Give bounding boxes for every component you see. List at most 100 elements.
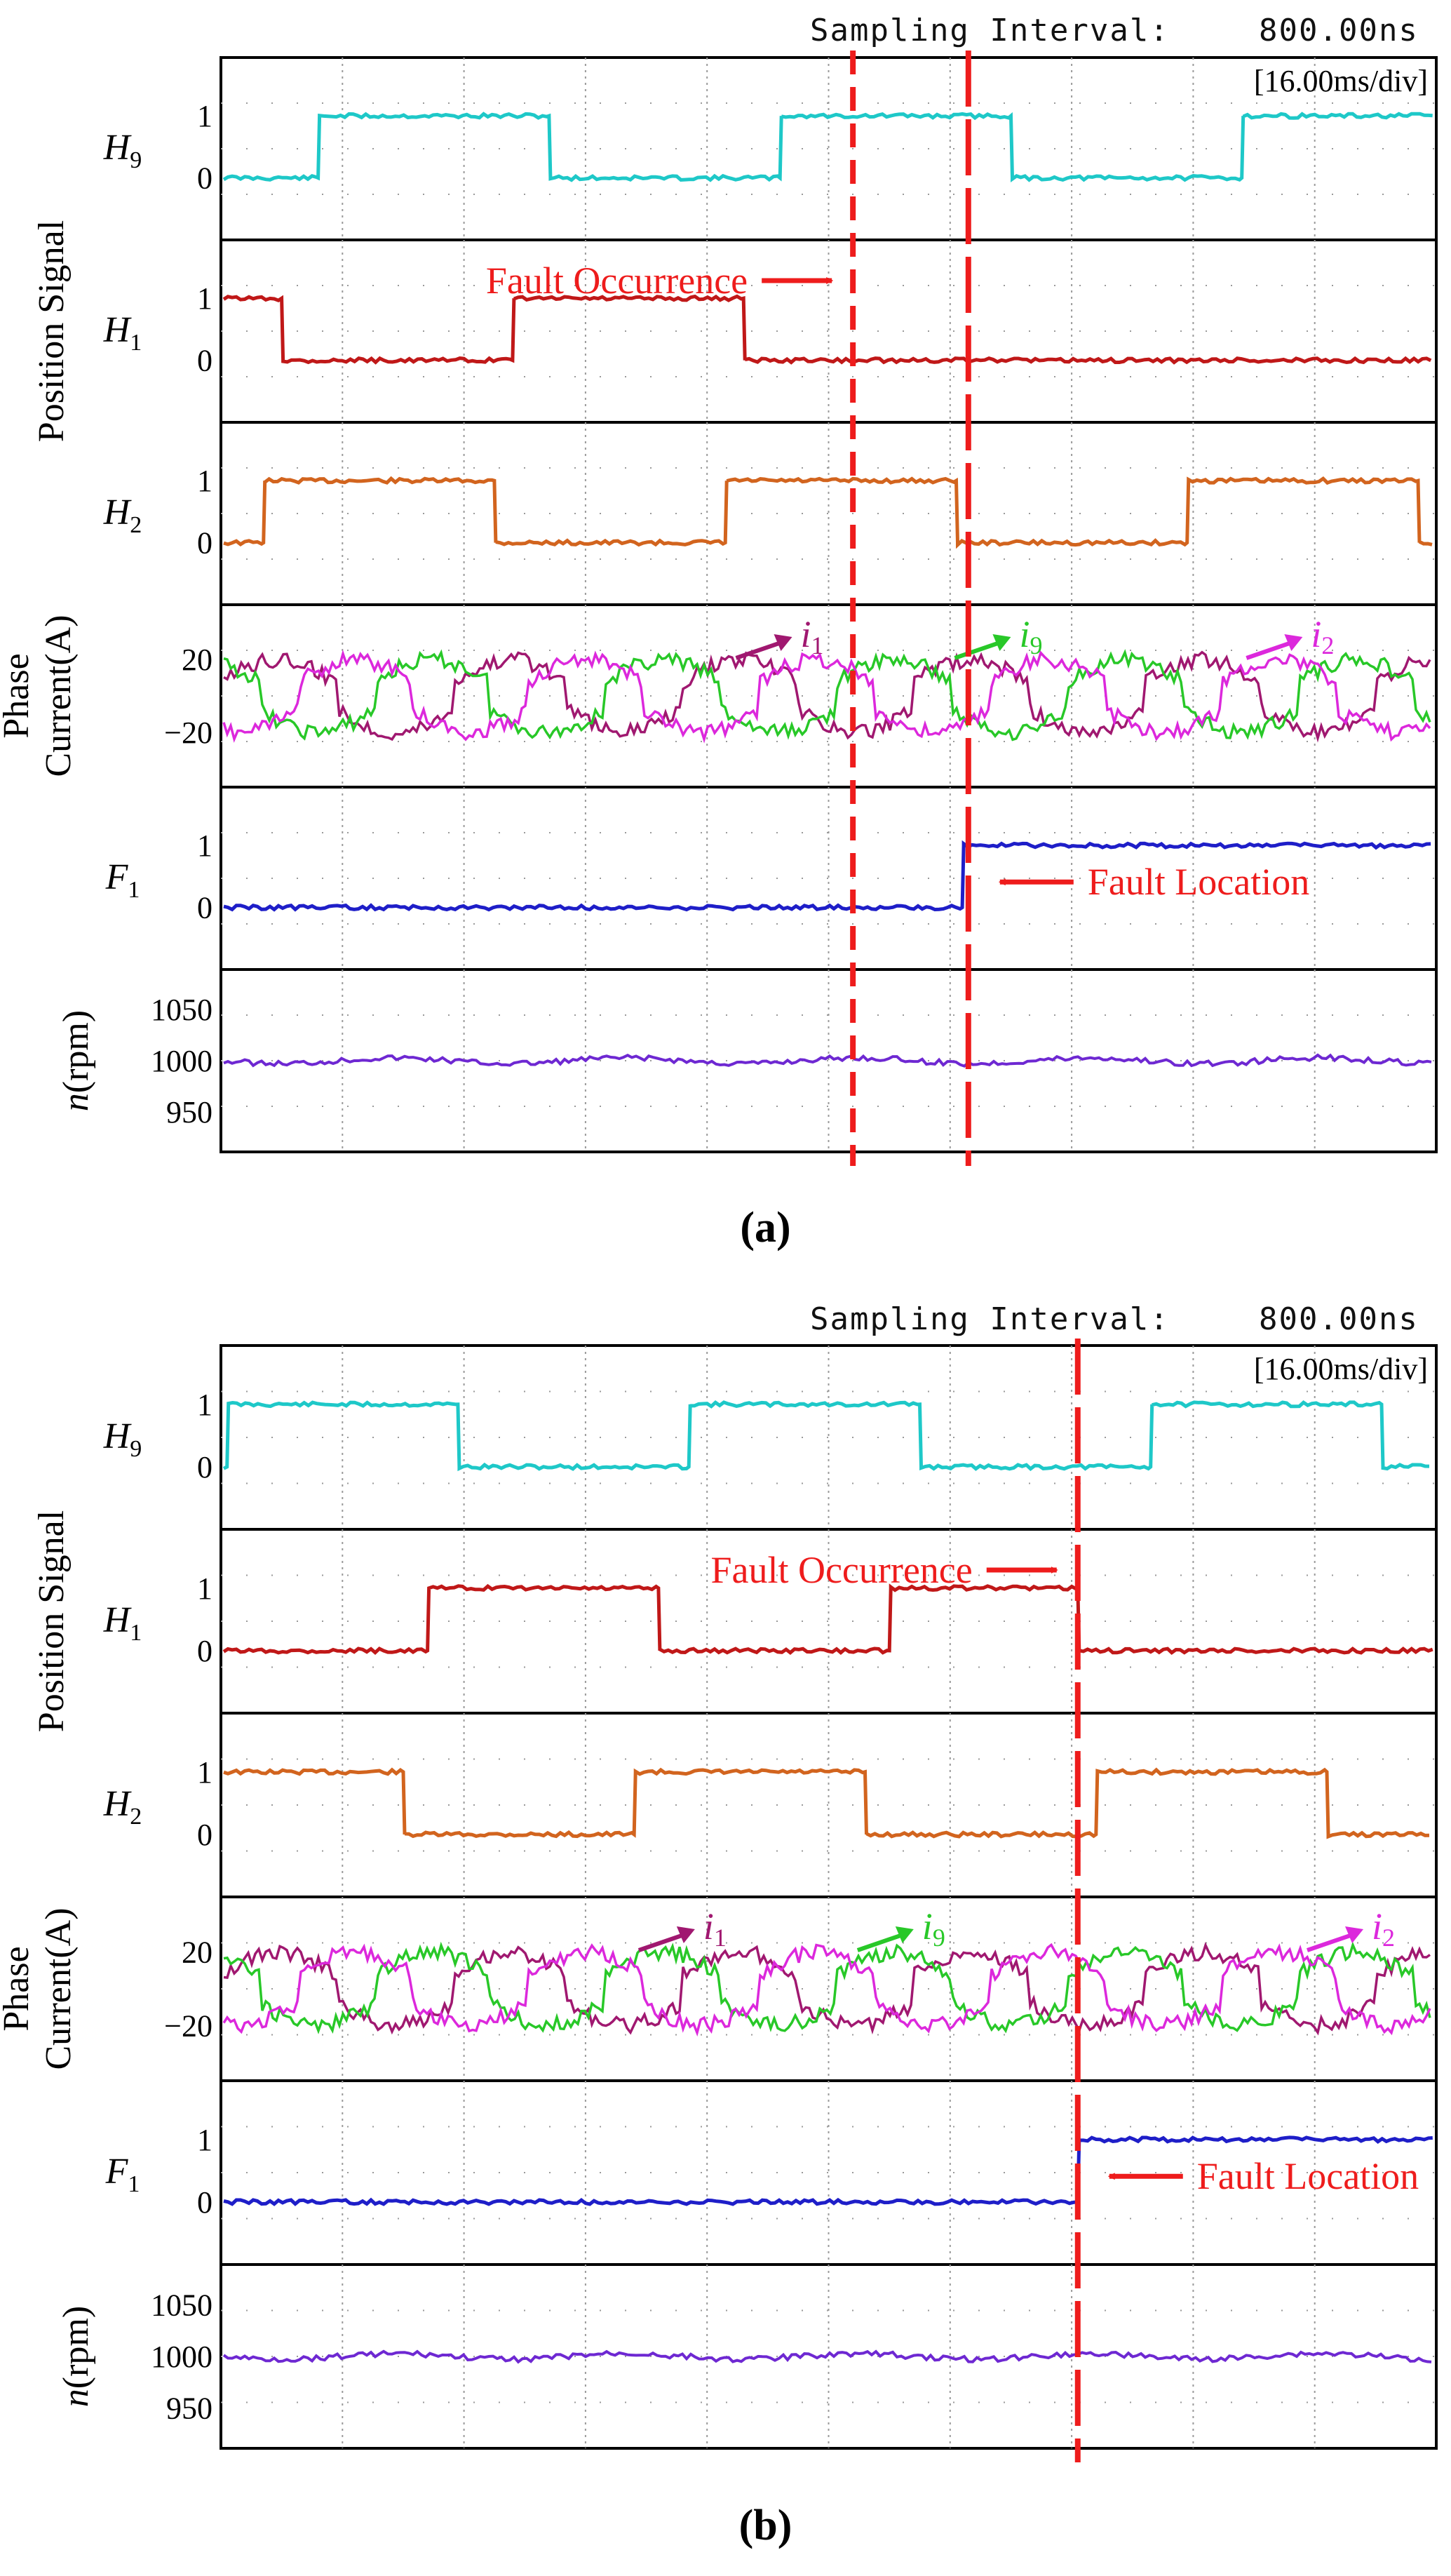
- fault-location-label: Fault Location: [1088, 861, 1309, 903]
- channel-label-n: n(rpm): [56, 1010, 96, 1111]
- y-tick-label: 1000: [151, 2340, 212, 2374]
- current-arrowhead-i1: [676, 1926, 695, 1943]
- current-label-i1: i1: [801, 613, 824, 659]
- current-label-line: Current(A): [39, 615, 79, 777]
- y-tick-label: 1: [197, 1388, 212, 1422]
- current-trace-i2: [222, 1943, 1431, 2037]
- current-arrow-i2: [1307, 1931, 1357, 1952]
- panel-H9: 1 0 H9: [103, 56, 1438, 241]
- y-tick-label: 950: [166, 2391, 212, 2425]
- y-tick-label: 0: [197, 1818, 212, 1852]
- fault-occurrence-label: Fault Occurrence: [710, 1549, 972, 1591]
- signal-trace-F1: [223, 2135, 1433, 2206]
- current-label-sub: 2: [1382, 1924, 1395, 1952]
- signal-trace-H1: [222, 1583, 1433, 1656]
- sampling-interval-label: Sampling Interval:: [810, 1301, 1170, 1337]
- channel-label-main: H: [103, 1416, 132, 1456]
- channel-label-H2: H2: [103, 492, 142, 538]
- channel-label-sub: 1: [130, 330, 142, 356]
- panel-n: 1050 1000 950 n(rpm): [56, 2263, 1438, 2450]
- panel-H2: 1 0 H2: [103, 1712, 1438, 1898]
- y-tick-label: 0: [197, 1450, 212, 1484]
- current-label-line: Phase: [0, 1946, 36, 2031]
- channel-label-F1: F1: [105, 2152, 140, 2197]
- current-label-sub: 1: [714, 1924, 727, 1952]
- channel-label-H1: H1: [103, 1600, 142, 1646]
- y-tick-label: 1: [197, 281, 212, 316]
- current-label-sub: 2: [1321, 631, 1334, 659]
- current-label-i9: i9: [922, 1905, 945, 1952]
- y-tick-label: 0: [197, 2185, 212, 2220]
- y-tick-label: −20: [164, 716, 212, 750]
- current-trace-i1: [223, 650, 1431, 743]
- figure-a: Sampling Interval: 800.00ns10H910H110H220…: [0, 13, 1438, 1252]
- current-arrowhead-i9: [992, 634, 1011, 651]
- panel-frame: [220, 1896, 1438, 2082]
- timebase-label: [16.00ms/div]: [1254, 1352, 1428, 1386]
- current-arrow-i2: [1246, 639, 1297, 660]
- current-trace-i1: [223, 1942, 1431, 2036]
- current-label-main: i: [922, 1905, 933, 1947]
- current-label-main: i: [1311, 613, 1321, 655]
- current-label-main: i: [1019, 613, 1030, 655]
- current-arrow-i1: [637, 1931, 689, 1952]
- y-tick-label: 20: [182, 643, 212, 677]
- channel-label-main: H: [103, 1784, 132, 1824]
- current-trace-i9: [223, 1941, 1431, 2034]
- current-label-sub: 1: [811, 631, 824, 659]
- sampling-interval-value: 800.00ns: [1259, 13, 1419, 48]
- y-tick-label: 1050: [151, 2288, 212, 2323]
- y-tick-label: 1: [197, 99, 212, 133]
- sampling-interval-label: Sampling Interval:: [810, 13, 1170, 48]
- channel-label-sub: 1: [128, 2171, 140, 2197]
- y-tick-label: 1: [197, 464, 212, 498]
- signal-trace-H9: [222, 112, 1433, 182]
- y-tick-label: −20: [164, 2008, 212, 2043]
- current-label-i9: i9: [1019, 613, 1042, 659]
- channel-label-H2: H2: [103, 1784, 142, 1830]
- channel-label-H9: H9: [103, 128, 142, 173]
- current-label-i2: i2: [1372, 1905, 1395, 1952]
- channel-label-main: F: [105, 857, 129, 897]
- panel-current: 20 −20: [164, 1896, 1438, 2082]
- channel-label-unit: (rpm): [56, 2306, 96, 2389]
- current-trace-i2: [222, 650, 1431, 744]
- panel-n: 1050 1000 950 n(rpm): [56, 968, 1438, 1153]
- channel-label-sub: 2: [130, 1804, 142, 1830]
- channel-label-main: n: [56, 2389, 96, 2407]
- y-tick-label: 1: [197, 1755, 212, 1790]
- position-signal-label: Position Signal: [32, 220, 72, 442]
- signal-trace-H2: [223, 1767, 1430, 1839]
- figure-caption: (a): [740, 1204, 790, 1252]
- channel-label-main: F: [105, 2152, 129, 2192]
- channel-label-main: H: [103, 1600, 132, 1640]
- y-tick-label: 950: [166, 1095, 212, 1129]
- speed-trace: [222, 2349, 1432, 2364]
- speed-trace: [223, 1053, 1432, 1068]
- current-label-main: i: [703, 1905, 714, 1947]
- current-label-main: i: [1372, 1905, 1382, 1947]
- channel-label-F1: F1: [105, 857, 140, 903]
- channel-label-main: H: [103, 492, 132, 532]
- channel-label-main: n: [56, 1093, 96, 1111]
- signal-trace-H9: [222, 1400, 1430, 1472]
- y-tick-label: 0: [197, 1634, 212, 1668]
- y-tick-label: 0: [197, 344, 212, 378]
- y-tick-label: 20: [182, 1936, 212, 1970]
- y-tick-label: 0: [197, 891, 212, 925]
- fault-location-label: Fault Location: [1197, 2155, 1419, 2197]
- channel-label-sub: 1: [128, 877, 140, 903]
- signal-trace-H2: [223, 476, 1433, 549]
- current-arrowhead-i2: [1284, 634, 1303, 651]
- current-label-sub: 9: [1030, 631, 1042, 659]
- current-label-main: i: [801, 613, 811, 655]
- figure-caption: (b): [739, 2502, 792, 2549]
- channel-label-sub: 2: [130, 512, 142, 538]
- signal-trace-F1: [223, 840, 1431, 912]
- current-label-i1: i1: [703, 1905, 727, 1952]
- current-arrowhead-i1: [774, 634, 792, 651]
- current-label-line: Current(A): [39, 1907, 79, 2069]
- current-label-i2: i2: [1311, 613, 1334, 659]
